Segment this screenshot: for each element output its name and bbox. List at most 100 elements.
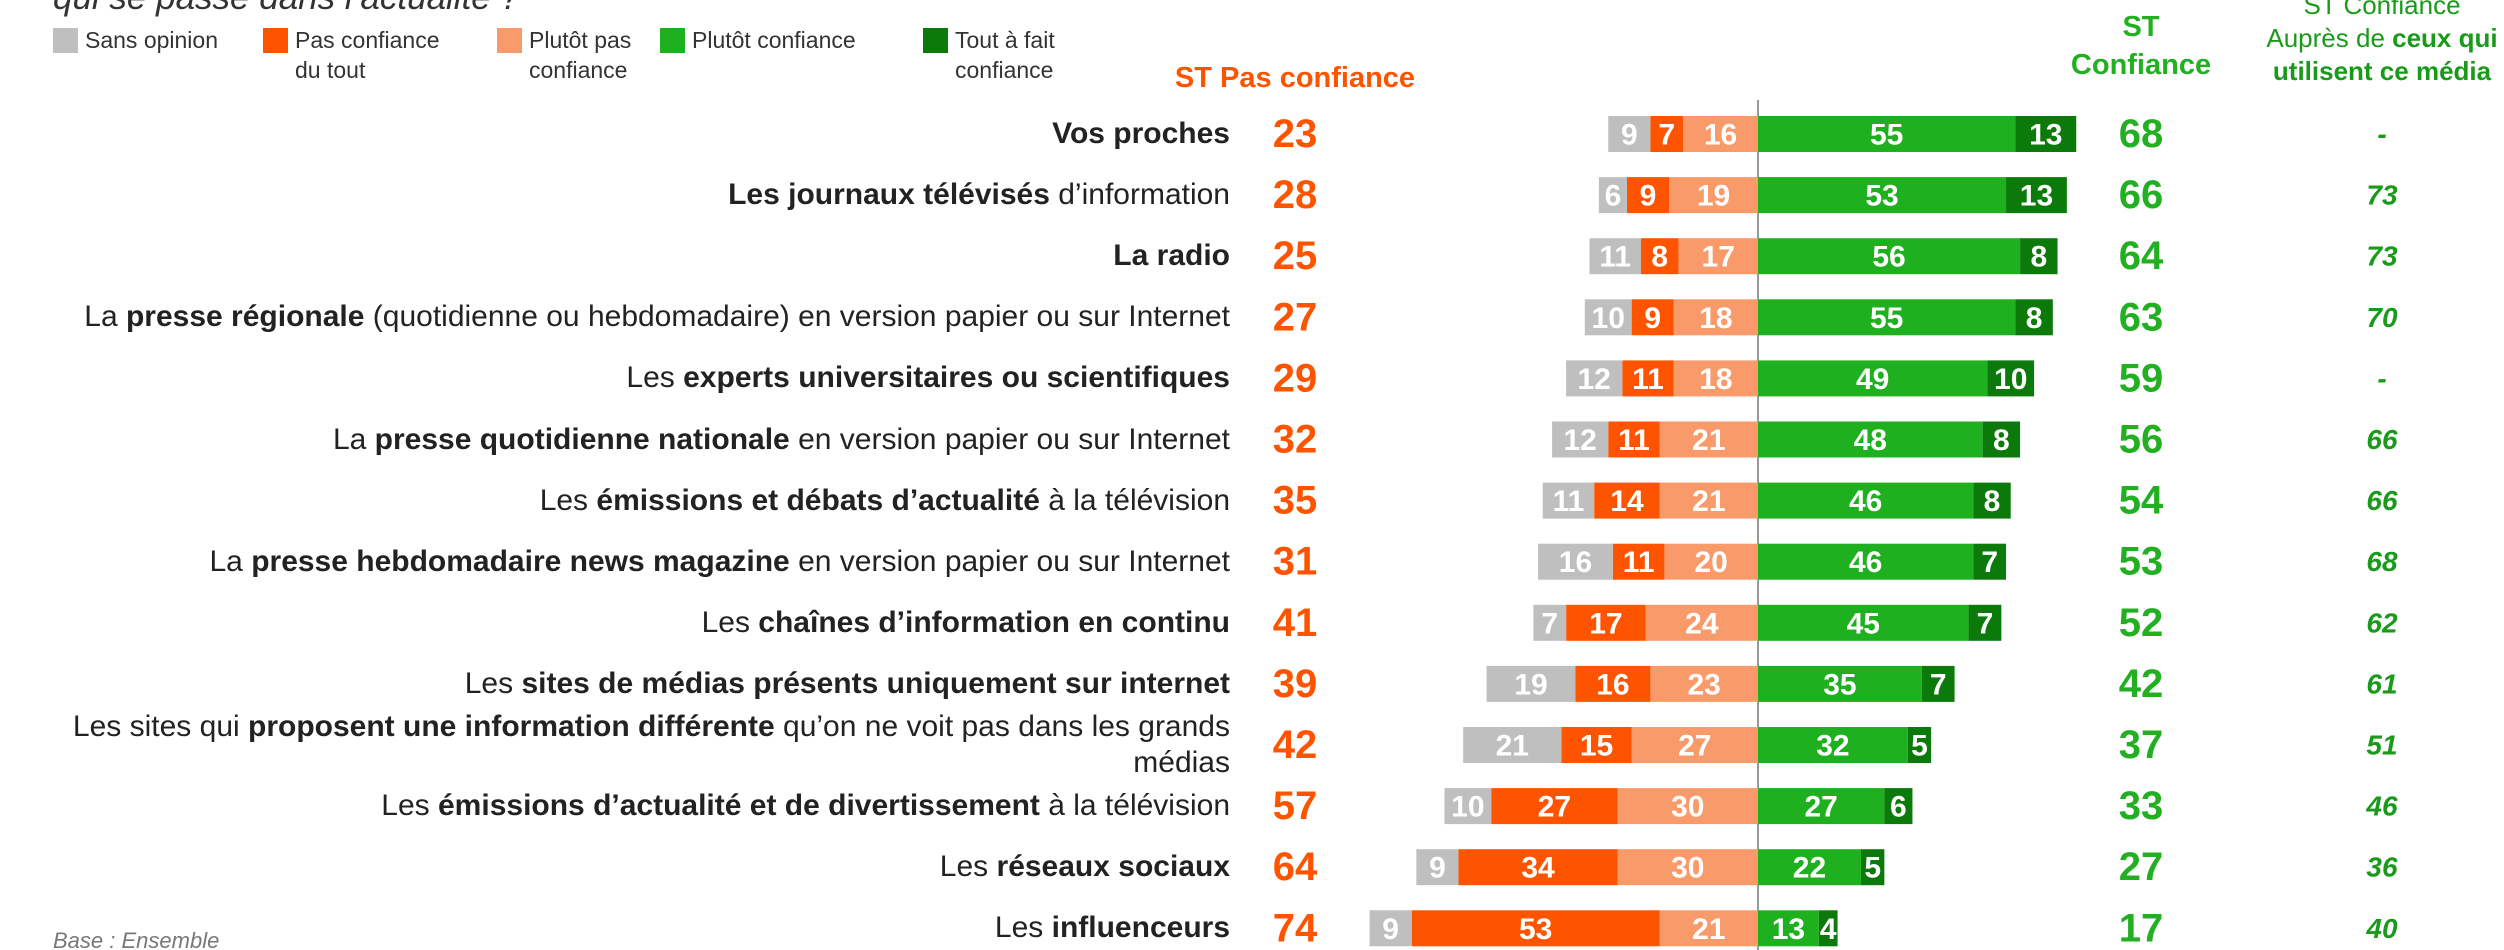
category-label-part: chaînes d’information en continu	[758, 605, 1230, 639]
column-value: 35	[1273, 479, 1318, 523]
legend-label: Plutôt confiance	[692, 27, 856, 53]
column-header: Confiance	[2071, 48, 2211, 82]
segment-label: 8	[1984, 485, 2001, 518]
column-value: 70	[2366, 302, 2398, 333]
segment-label: 48	[1854, 424, 1887, 457]
category-label: La presse hebdomadaire news magazine en …	[2, 544, 1230, 580]
segment-label: 46	[1849, 485, 1882, 518]
category-label: Les émissions et débats d’actualité à la…	[2, 483, 1230, 519]
bar-segment	[1673, 299, 1758, 336]
segment-label: 7	[1930, 668, 1947, 701]
bar-segment	[1673, 360, 1758, 397]
legend-swatch	[263, 28, 288, 53]
bar-segment	[1758, 238, 2021, 275]
column-header-part: ST	[2122, 11, 2160, 43]
bar-segment	[1641, 238, 1679, 275]
bar-segment	[1631, 727, 1758, 763]
column-value: 27	[2119, 845, 2164, 889]
legend-swatch	[53, 28, 78, 53]
bar-segment	[2006, 177, 2067, 214]
category-label-part: (quotidienne ou hebdomadaire) en version…	[364, 300, 1230, 334]
category-label-part: réseaux sociaux	[996, 850, 1230, 884]
bar-segment	[1921, 665, 1955, 702]
category-label: Les experts universitaires ou scientifiq…	[2, 360, 1230, 396]
bar-segment	[1538, 543, 1613, 580]
category-label-part: Les	[626, 361, 684, 395]
column-header-part: ST Pas confiance	[1174, 62, 1416, 94]
column-header: utilisent ce média	[2273, 54, 2491, 88]
segment-label: 24	[1685, 607, 1719, 640]
category-label-part: presse régionale	[125, 300, 365, 334]
segment-label: 14	[1610, 485, 1644, 518]
category-label-part: Les	[539, 483, 597, 517]
segment-label: 45	[1847, 607, 1880, 640]
bar-segment	[1566, 360, 1623, 397]
bar-segment	[2015, 299, 2053, 336]
bar-segment	[1987, 360, 2035, 397]
segment-label: 27	[1678, 730, 1711, 763]
segment-label: 17	[1589, 607, 1622, 640]
bar-segment	[2020, 238, 2058, 275]
column-value: 29	[1273, 356, 1318, 400]
bar-segment	[1758, 177, 2007, 214]
segment-label: 10	[1592, 302, 1625, 335]
segment-label: 55	[1870, 302, 1903, 335]
category-label-part: La	[84, 300, 126, 334]
bar-segment	[1622, 360, 1674, 397]
segment-label: 13	[2020, 180, 2053, 213]
column-value: 74	[1273, 906, 1318, 950]
category-label-part: d’information	[1049, 178, 1230, 212]
column-header: ST	[2122, 10, 2159, 44]
chart-title: qui se passe dans l’actualité ?	[53, 0, 520, 18]
bar-segment	[1683, 116, 1758, 152]
segment-label: 53	[1519, 913, 1552, 946]
bar-segment	[1758, 299, 2016, 336]
segment-label: 16	[1596, 668, 1629, 701]
bar-segment	[1818, 910, 1838, 947]
category-label-part: Les sites qui	[72, 710, 249, 743]
column-value: 66	[2366, 485, 2398, 516]
category-label-part: émissions et débats d’actualité	[596, 483, 1040, 517]
bar-segment	[1650, 116, 1684, 152]
bar-segment	[1411, 910, 1660, 947]
column-value: 31	[1273, 540, 1318, 584]
category-label-part: Les	[701, 605, 759, 639]
category-label: Les chaînes d’information en continu	[2, 605, 1230, 641]
bar-segment	[1659, 910, 1758, 947]
column-header-part: ceux qui	[2392, 23, 2498, 53]
segment-label: 18	[1699, 363, 1732, 396]
column-value: 27	[1273, 295, 1318, 339]
column-value: 61	[2366, 668, 2397, 699]
bar-segment	[1552, 421, 1609, 458]
segment-label: 8	[1651, 241, 1668, 274]
segment-label: 11	[1599, 241, 1631, 274]
bar-segment	[1617, 849, 1758, 886]
segment-label: 12	[1563, 424, 1596, 457]
category-label-part: sites de médias présents uniquement sur …	[521, 666, 1230, 700]
bar-segment	[1664, 543, 1758, 580]
bar-segment	[1884, 788, 1913, 825]
bar-segment	[1860, 849, 1885, 886]
column-value: -	[2377, 119, 2386, 150]
category-label: Vos proches	[2, 116, 1230, 152]
column-value: 23	[1273, 112, 1318, 156]
category-label-part: Les	[939, 850, 997, 884]
column-header-part: ST Confiance	[2303, 0, 2461, 20]
bar-segment	[1973, 543, 2007, 580]
bar-segment	[1758, 788, 1885, 825]
category-label: La radio	[2, 238, 1230, 274]
segment-label: 9	[1429, 852, 1446, 885]
segment-label: 16	[1559, 546, 1592, 579]
bar-segment	[1982, 421, 2021, 458]
segment-label: 4	[1820, 913, 1837, 946]
segment-label: 12	[1578, 363, 1611, 396]
bar-segment	[1631, 299, 1674, 336]
category-label-part: Les journaux télévisés	[728, 178, 1050, 212]
category-label-part: émissions d’actualité et de divertisseme…	[438, 789, 1040, 823]
bar-segment	[1594, 482, 1660, 519]
column-value: 52	[2119, 601, 2164, 645]
segment-label: 27	[1538, 791, 1571, 824]
column-value: 73	[2366, 241, 2398, 272]
legend-label: Pas confiance du tout	[295, 27, 440, 83]
